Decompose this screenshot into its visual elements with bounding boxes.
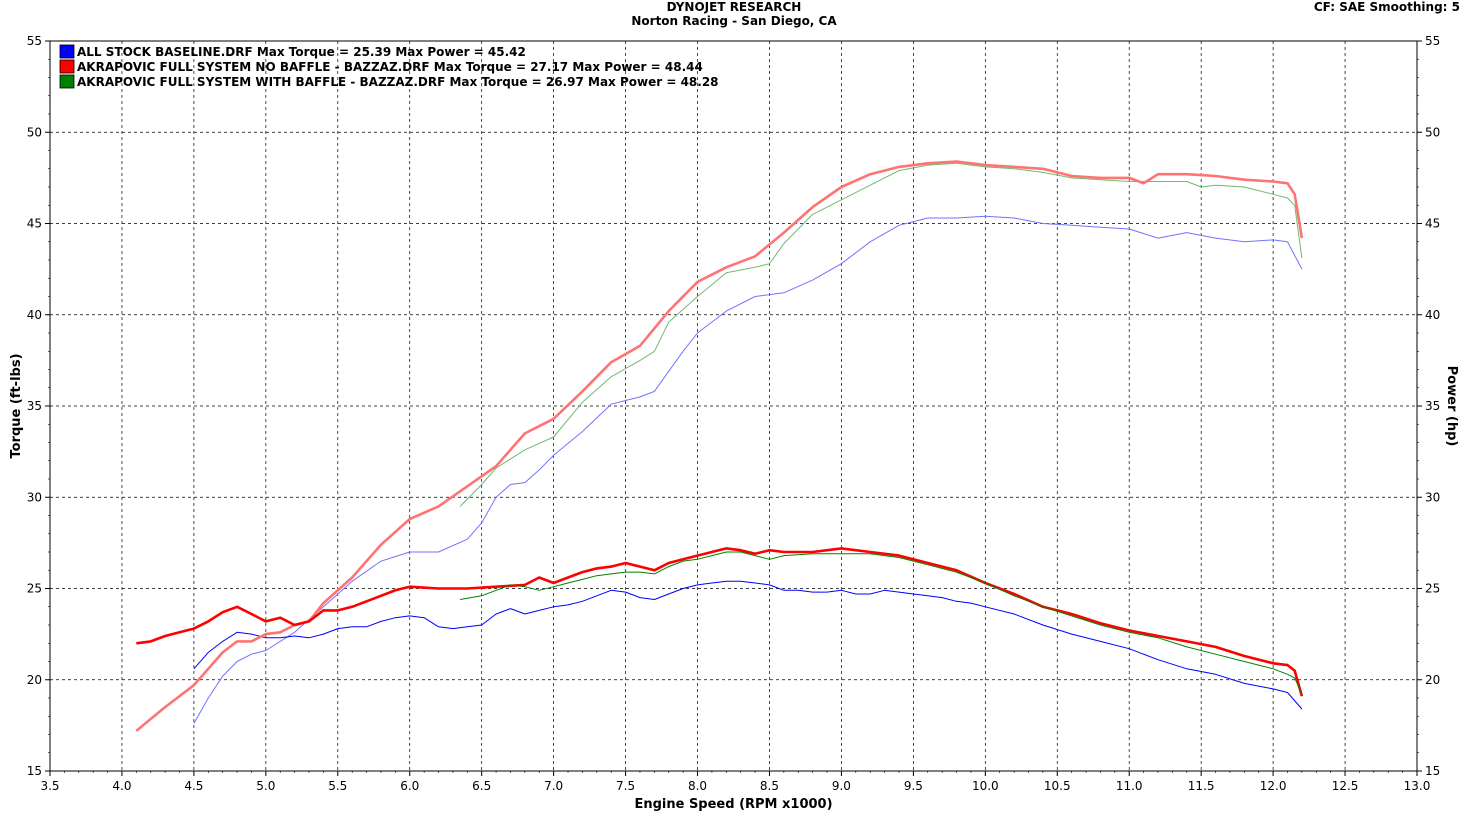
legend-swatch-3: [59, 74, 75, 89]
legend-entry-1: ALL STOCK BASELINE.DRF Max Torque = 25.3…: [77, 45, 526, 59]
y-tick-label: 40: [27, 308, 42, 322]
x-tick-label: 12.0: [1260, 779, 1287, 793]
y2-tick-label: 35: [1425, 399, 1440, 413]
correction-factor-label: CF: SAE Smoothing: 5: [1313, 0, 1460, 14]
x-tick-label: 7.0: [544, 779, 563, 793]
y-tick-label: 30: [27, 490, 42, 504]
legend-entry-3: AKRAPOVIC FULL SYSTEM WITH BAFFLE - BAZZ…: [77, 75, 719, 89]
x-tick-label: 4.0: [112, 779, 131, 793]
x-tick-label: 9.5: [904, 779, 923, 793]
x-tick-label: 12.5: [1332, 779, 1359, 793]
x-tick-label: 5.0: [256, 779, 275, 793]
x-tick-label: 13.0: [1404, 779, 1431, 793]
x-tick-label: 6.0: [400, 779, 419, 793]
chart-subtitle: Norton Racing - San Diego, CA: [631, 14, 837, 28]
y2-tick-label: 40: [1425, 308, 1440, 322]
power-curve-1: [193, 215, 1303, 724]
y-tick-label: 25: [27, 582, 42, 596]
curves: [135, 160, 1304, 732]
y2-axis-label: Power (hp): [1444, 366, 1459, 447]
x-tick-label: 9.0: [832, 779, 851, 793]
x-tick-label: 11.0: [1116, 779, 1143, 793]
power-curve-3: [459, 162, 1303, 507]
chart-title: DYNOJET RESEARCH: [666, 0, 802, 14]
legend-swatch-1: [59, 44, 75, 59]
y-tick-label: 35: [27, 399, 42, 413]
x-tick-label: 10.0: [972, 779, 999, 793]
y-tick-label: 50: [27, 125, 42, 139]
y2-tick-label: 55: [1425, 34, 1440, 48]
x-tick-label: 11.5: [1188, 779, 1215, 793]
x-tick-label: 6.5: [472, 779, 491, 793]
legend-entry-2: AKRAPOVIC FULL SYSTEM NO BAFFLE - BAZZAZ…: [77, 60, 703, 74]
y-tick-label: 45: [27, 217, 42, 231]
y2-tick-label: 30: [1425, 490, 1440, 504]
x-tick-label: 8.0: [688, 779, 707, 793]
ticks: 3.5 4.0 4.5 5.0 5.5 6.0 6.5 7.0 7.5 8.0 8.5 9.0 9.5 1…: [27, 34, 1441, 793]
x-tick-label: 3.5: [40, 779, 59, 793]
torque-curve-3: [460, 551, 1303, 695]
y2-tick-label: 50: [1425, 125, 1440, 139]
grid: [50, 41, 1417, 771]
x-tick-label: 4.5: [184, 779, 203, 793]
y-tick-label: 55: [27, 34, 42, 48]
y-axis-label: Torque (ft-lbs): [9, 353, 24, 458]
legend-swatch-2: [59, 59, 75, 74]
y-tick-label: 15: [27, 764, 42, 778]
power-curve-2: [135, 160, 1304, 732]
y2-tick-label: 20: [1425, 673, 1440, 687]
legend: ALL STOCK BASELINE.DRF Max Torque = 25.3…: [59, 44, 719, 89]
y2-tick-label: 15: [1425, 764, 1440, 778]
torque-curve-1: [193, 580, 1303, 710]
x-tick-label: 10.5: [1044, 779, 1071, 793]
y2-tick-label: 45: [1425, 217, 1440, 231]
y2-tick-label: 25: [1425, 582, 1440, 596]
torque-curve-2: [136, 547, 1304, 697]
x-tick-label: 5.5: [328, 779, 347, 793]
x-tick-label: 7.5: [616, 779, 635, 793]
x-axis-label: Engine Speed (RPM x1000): [634, 797, 832, 812]
x-tick-label: 8.5: [760, 779, 779, 793]
y-tick-label: 20: [27, 673, 42, 687]
